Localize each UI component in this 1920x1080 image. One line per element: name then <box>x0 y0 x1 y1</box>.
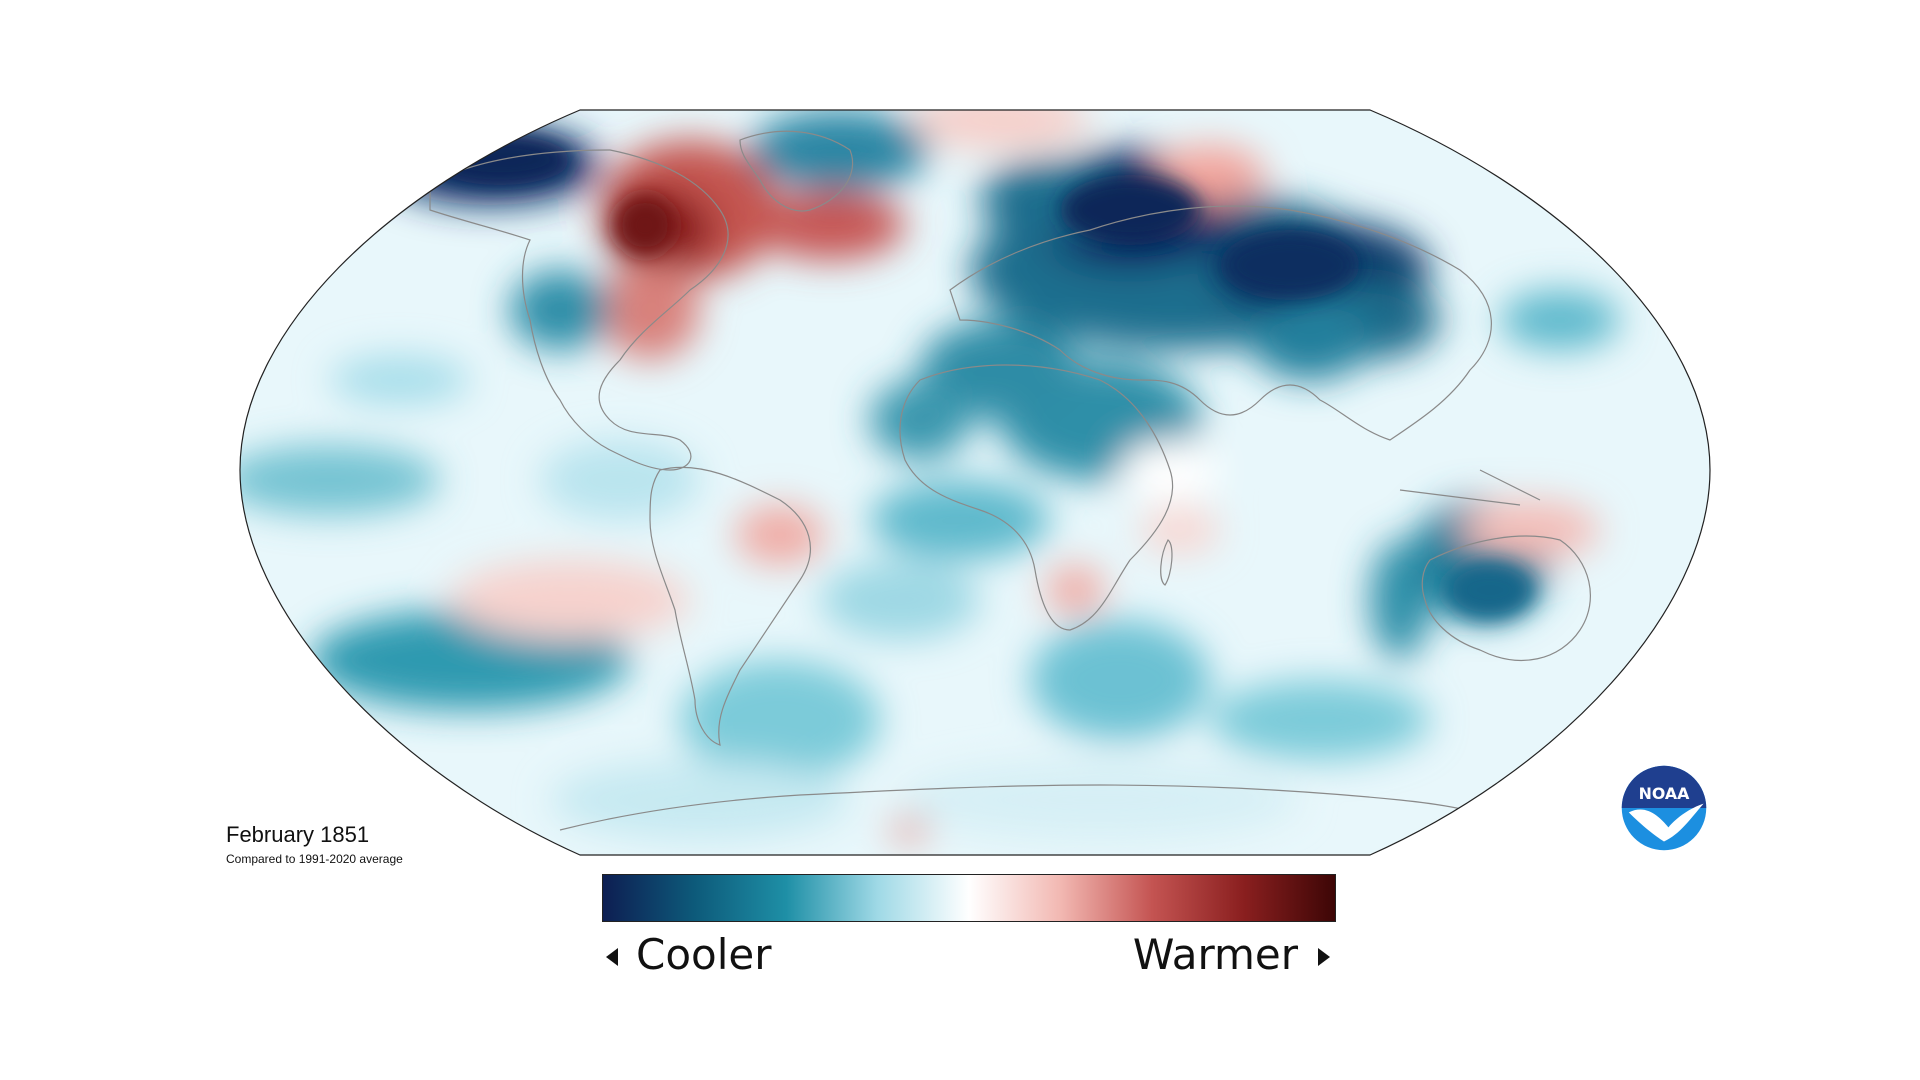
map-comparison-subtitle: Compared to 1991-2020 average <box>226 852 403 866</box>
globe-outline <box>239 109 1711 856</box>
cooler-arrow-icon <box>606 948 618 966</box>
colorbar <box>602 874 1336 922</box>
noaa-logo-text: NOAA <box>1639 784 1691 803</box>
warmer-label: Warmer <box>1132 930 1298 979</box>
noaa-logo: NOAA <box>1621 765 1707 851</box>
warmer-arrow-icon <box>1318 948 1330 966</box>
map-date-title: February 1851 <box>226 822 370 847</box>
cooler-label: Cooler <box>636 930 772 979</box>
